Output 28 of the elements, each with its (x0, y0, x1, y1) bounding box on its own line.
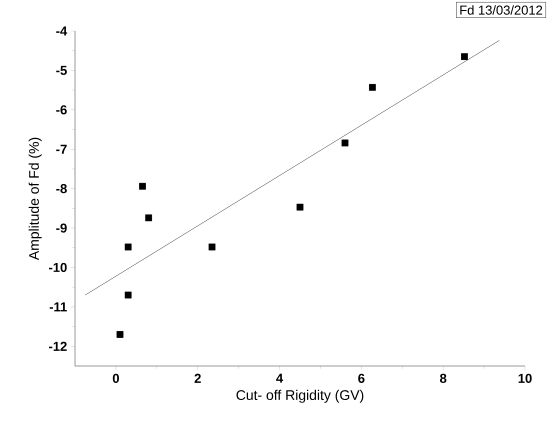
point (139, 182, 146, 190)
x-tick-label: 6 (358, 374, 364, 383)
y-tick-label: -10 (49, 262, 67, 272)
x-tick-label: 8 (440, 374, 446, 383)
x-tick-label: 2 (194, 374, 201, 383)
x-tick-label: 4 (276, 374, 284, 383)
point (145, 214, 152, 222)
text: Fd 13/03/2012 (460, 5, 542, 15)
point (296, 204, 304, 211)
x-tick-label: 10 (518, 374, 532, 383)
y-tick-label: -11 (50, 302, 67, 312)
y-tick-label: -6 (56, 105, 67, 114)
x-axis-title: Cut- off Rigidity (GV) (236, 390, 364, 403)
y-axis-title: Amplitude of Fd (%) (28, 138, 42, 260)
point (461, 53, 468, 60)
point (342, 140, 348, 146)
y-tick-label: -12 (49, 342, 67, 351)
y-tick-label: -8 (56, 184, 67, 194)
y-tick-label: -7 (56, 144, 67, 154)
y-tick-label: -5 (56, 66, 67, 75)
y-tick-label: -9 (56, 223, 67, 233)
point (208, 244, 216, 250)
point (124, 292, 132, 298)
x-tick-label: 0 (112, 374, 119, 383)
y-tick-label: -4 (56, 26, 68, 36)
point (116, 331, 124, 338)
point (369, 84, 376, 91)
point (124, 244, 132, 250)
